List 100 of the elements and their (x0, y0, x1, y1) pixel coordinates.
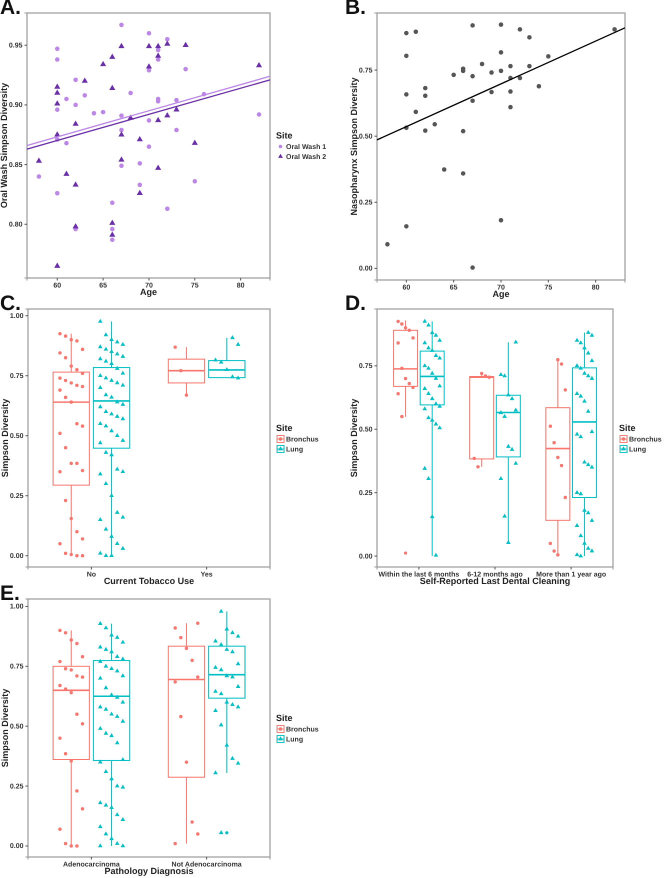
legend-title: Site (619, 423, 636, 433)
point (192, 179, 198, 184)
y-axis-title: Nasopharynx Simpson Diversity (349, 77, 359, 216)
point (508, 64, 513, 68)
point (63, 170, 70, 176)
point (109, 84, 116, 90)
point (156, 48, 160, 52)
point (470, 265, 475, 270)
point (498, 218, 504, 223)
point (55, 107, 60, 112)
point (138, 182, 142, 188)
point (36, 158, 42, 163)
point (498, 68, 504, 74)
point (174, 128, 179, 132)
point (119, 113, 124, 118)
point (55, 46, 60, 52)
point (489, 70, 494, 75)
point (82, 78, 88, 83)
point (110, 238, 115, 242)
y-axis-title: Simpson Diversity (0, 398, 10, 478)
point (414, 110, 418, 114)
point (55, 190, 60, 196)
point (164, 40, 170, 46)
y-axis-title: Oral Wash Simpson Diversity (0, 82, 9, 208)
point (256, 112, 262, 117)
point (518, 76, 522, 80)
x-axis-title: Age (492, 289, 510, 299)
point (527, 35, 532, 40)
point (54, 262, 60, 268)
x-axis-title: Current Tobacco Use (104, 576, 194, 586)
point (404, 54, 409, 58)
point (72, 181, 79, 187)
point (146, 144, 152, 149)
point (109, 220, 116, 225)
point (110, 226, 115, 232)
x-axis-title: Pathology Diagnosis (104, 866, 194, 876)
point (460, 171, 466, 176)
chart-title: D. (345, 292, 366, 315)
point (146, 118, 152, 123)
point (423, 93, 428, 98)
point (470, 74, 475, 78)
point (73, 78, 78, 82)
point (508, 89, 513, 94)
point (527, 64, 532, 68)
point (432, 122, 437, 127)
point (546, 54, 551, 59)
point (518, 27, 522, 32)
point (404, 92, 409, 97)
point (182, 42, 189, 47)
point (256, 62, 262, 68)
point (72, 223, 79, 228)
point (128, 90, 133, 96)
point (64, 96, 69, 102)
point (423, 128, 428, 133)
y-axis-title: Simpson Diversity (0, 688, 10, 768)
point (156, 57, 160, 62)
point (55, 57, 60, 62)
chart-title: E. (0, 582, 20, 605)
point (423, 86, 428, 90)
point (54, 84, 60, 89)
point (100, 60, 106, 66)
point (174, 98, 179, 102)
point (146, 31, 152, 36)
point (155, 116, 162, 122)
legend-title: Site (276, 130, 293, 140)
point (73, 102, 78, 108)
x-axis-title: Age (140, 287, 158, 297)
point (498, 22, 504, 27)
point (183, 66, 188, 72)
point (192, 140, 198, 145)
point (54, 100, 60, 106)
point (498, 50, 504, 55)
point (64, 140, 69, 146)
point (109, 54, 116, 59)
point (109, 232, 116, 237)
point (480, 62, 484, 66)
point (118, 42, 124, 48)
y-axis-title: Simpson Diversity (349, 398, 359, 478)
point (155, 164, 162, 170)
point (164, 112, 170, 118)
point (136, 136, 143, 142)
x-axis-title: Self-Reported Last Dental Cleaning (420, 576, 570, 586)
point (119, 22, 124, 28)
point (489, 90, 494, 94)
point (119, 164, 124, 168)
point (82, 93, 88, 98)
point (136, 190, 143, 196)
point (470, 23, 475, 28)
point (414, 30, 418, 34)
point (119, 128, 124, 132)
point (612, 27, 617, 32)
point (118, 131, 124, 137)
point (92, 111, 96, 116)
point (100, 110, 106, 114)
point (155, 52, 162, 58)
legend-title: Site (276, 713, 293, 723)
point (442, 167, 446, 172)
point (146, 63, 152, 68)
point (72, 120, 79, 126)
point (36, 174, 42, 179)
